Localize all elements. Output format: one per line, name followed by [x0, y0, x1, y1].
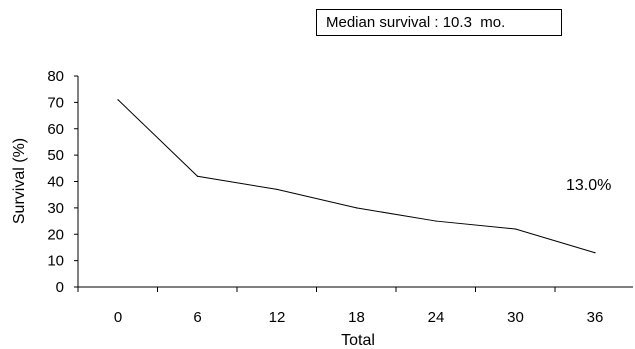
series-group: [117, 99, 596, 254]
y-axis-label: Survival (%): [11, 138, 28, 224]
median-survival-annotation: Median survival : 10.3 mo.: [316, 9, 562, 36]
data-point: [435, 220, 437, 222]
data-point: [355, 207, 358, 209]
axes: [77, 76, 633, 288]
y-tick-label: 70: [47, 94, 64, 111]
x-tick-label: 24: [428, 309, 445, 326]
data-point: [514, 228, 517, 230]
y-axis-ticks: 0 10 20 30 40 50 60 70 80: [47, 68, 78, 296]
series-line: [117, 99, 596, 254]
y-tick-label: 30: [47, 200, 64, 217]
y-tick-label: 0: [56, 279, 64, 296]
data-point: [196, 175, 199, 177]
end-value-label: 13.0%: [566, 177, 611, 194]
y-tick-label: 80: [47, 68, 64, 85]
x-tick-label: 6: [193, 309, 201, 326]
y-tick-label: 10: [47, 253, 64, 270]
x-tick-label: 18: [348, 309, 365, 326]
x-tick-label: 0: [114, 309, 122, 326]
y-tick-label: 50: [47, 147, 64, 164]
x-axis-label: Total: [341, 332, 375, 349]
y-tick-label: 20: [47, 226, 64, 243]
x-tick-label: 12: [269, 309, 286, 326]
x-tick-label: 36: [587, 309, 604, 326]
y-tick-label: 40: [47, 174, 64, 191]
data-point: [276, 188, 278, 191]
x-tick-label: 30: [507, 309, 524, 326]
data-point: [117, 99, 119, 101]
y-tick-label: 60: [47, 121, 64, 138]
data-point: [594, 252, 596, 254]
x-axis-ticks: 0 6 12 18 24 30 36: [77, 287, 604, 326]
